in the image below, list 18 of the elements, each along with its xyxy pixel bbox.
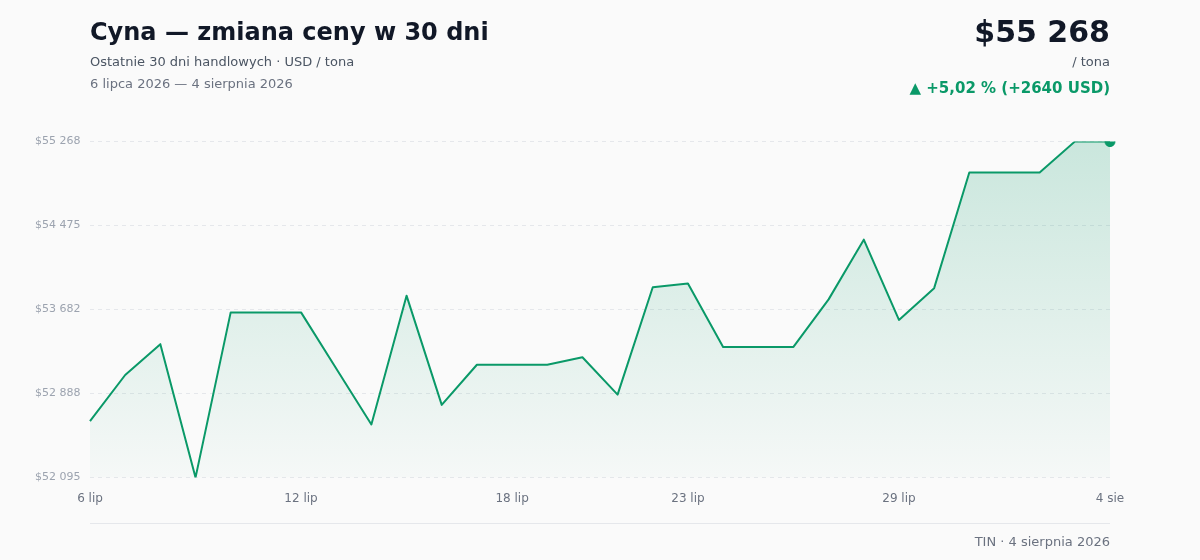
x-tick-label: 23 lip xyxy=(671,490,705,505)
x-tick-label: 12 lip xyxy=(284,490,318,505)
chart-title: Cyna — zmiana ceny w 30 dni xyxy=(90,18,489,46)
y-tick-label: $52 888 xyxy=(35,386,81,400)
chart-subtitle: Ostatnie 30 dni handlowych · USD / tona xyxy=(90,54,355,69)
x-tick-label: 29 lip xyxy=(882,490,916,505)
x-tick-label: 18 lip xyxy=(495,490,529,505)
text: $55 268 xyxy=(974,14,1110,49)
x-tick-label: 6 lip xyxy=(77,490,103,505)
text: TIN · 4 sierpnia 2026 xyxy=(974,534,1110,549)
y-tick-label: $54 475 xyxy=(35,218,81,232)
y-tick-label: $55 268 xyxy=(35,134,81,148)
text: ▲ +5,02 % (+2640 USD) xyxy=(909,79,1110,97)
x-tick-label: 4 sie xyxy=(1095,490,1125,505)
text: 6 lipca 2026 — 4 sierpnia 2026 xyxy=(90,76,293,91)
y-tick-label: $52 095 xyxy=(35,470,81,484)
text: / tona xyxy=(1072,54,1110,69)
y-tick-label: $53 682 xyxy=(35,302,81,316)
